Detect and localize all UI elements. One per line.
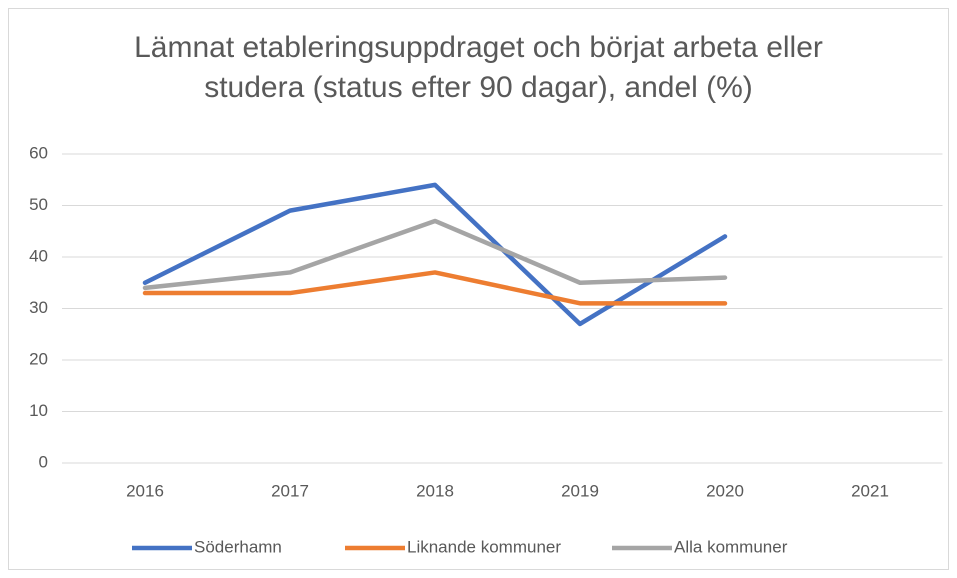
legend-label: Liknande kommuner bbox=[407, 537, 561, 556]
x-tick-label: 2020 bbox=[706, 481, 744, 500]
x-tick-label: 2016 bbox=[126, 481, 164, 500]
x-tick-label: 2021 bbox=[851, 481, 889, 500]
x-tick-label: 2017 bbox=[271, 481, 309, 500]
title-box: Lämnat etableringsuppdraget och börjat a… bbox=[0, 28, 957, 108]
series-line bbox=[142, 218, 728, 291]
chart-title: Lämnat etableringsuppdraget och börjat a… bbox=[134, 31, 823, 104]
series-line bbox=[142, 270, 728, 306]
legend-label: Söderhamn bbox=[194, 537, 282, 556]
x-tick-label: 2018 bbox=[416, 481, 454, 500]
chart-frame bbox=[8, 8, 949, 570]
y-tick-label: 0 bbox=[39, 452, 48, 471]
legend-label: Alla kommuner bbox=[674, 537, 788, 556]
series-line bbox=[142, 182, 728, 327]
y-tick-label: 50 bbox=[29, 195, 48, 214]
y-tick-label: 20 bbox=[29, 349, 48, 368]
y-tick-label: 40 bbox=[29, 246, 48, 265]
x-tick-label: 2019 bbox=[561, 481, 599, 500]
y-tick-label: 10 bbox=[29, 401, 48, 420]
y-tick-label: 30 bbox=[29, 298, 48, 317]
y-tick-label: 60 bbox=[29, 143, 48, 162]
